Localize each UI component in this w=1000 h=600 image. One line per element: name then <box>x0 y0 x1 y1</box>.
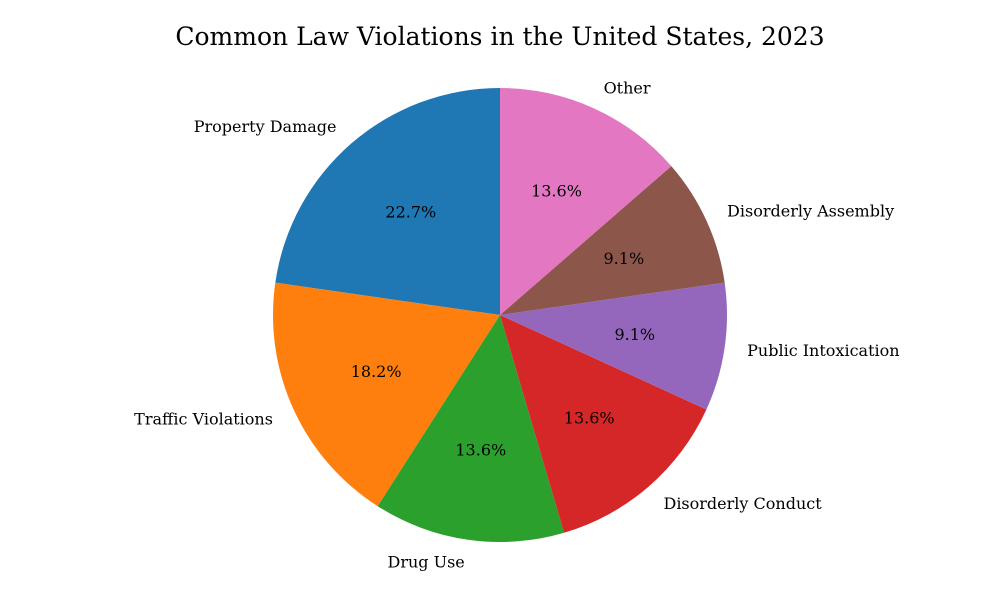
percent-label-traffic-violations: 18.2% <box>351 362 402 381</box>
category-label-disorderly-conduct: Disorderly Conduct <box>663 494 822 513</box>
category-label-other: Other <box>604 78 651 97</box>
percent-label-drug-use: 13.6% <box>455 440 506 459</box>
pie-slice-drug-use <box>377 315 565 543</box>
pie-slice-disorderly-conduct <box>500 315 707 533</box>
chart-title: Common Law Violations in the United Stat… <box>175 22 824 51</box>
pie-percent-labels: 22.7% 18.2% 13.6% 13.6% 9.1% 9.1% 13.6% <box>351 182 655 460</box>
pie-slice-property-damage <box>275 88 500 315</box>
category-label-public-intoxication: Public Intoxication <box>747 341 899 360</box>
pie-slice-other <box>500 88 672 315</box>
percent-label-disorderly-assembly: 9.1% <box>604 249 645 268</box>
category-label-traffic-violations: Traffic Violations <box>134 409 273 428</box>
category-label-property-damage: Property Damage <box>194 117 337 136</box>
pie-category-labels: Property Damage Traffic Violations Drug Us… <box>134 78 899 571</box>
percent-label-disorderly-conduct: 13.6% <box>564 408 615 427</box>
pie-slice-public-intoxication <box>500 282 728 410</box>
percent-label-property-damage: 22.7% <box>385 203 436 222</box>
category-label-disorderly-assembly: Disorderly Assembly <box>727 202 894 221</box>
pie-slice-disorderly-assembly <box>500 166 725 315</box>
pie-slice-traffic-violations <box>273 282 500 507</box>
percent-label-other: 13.6% <box>531 182 582 201</box>
pie-slices <box>273 88 728 543</box>
category-label-drug-use: Drug Use <box>387 553 464 572</box>
percent-label-public-intoxication: 9.1% <box>614 325 655 344</box>
